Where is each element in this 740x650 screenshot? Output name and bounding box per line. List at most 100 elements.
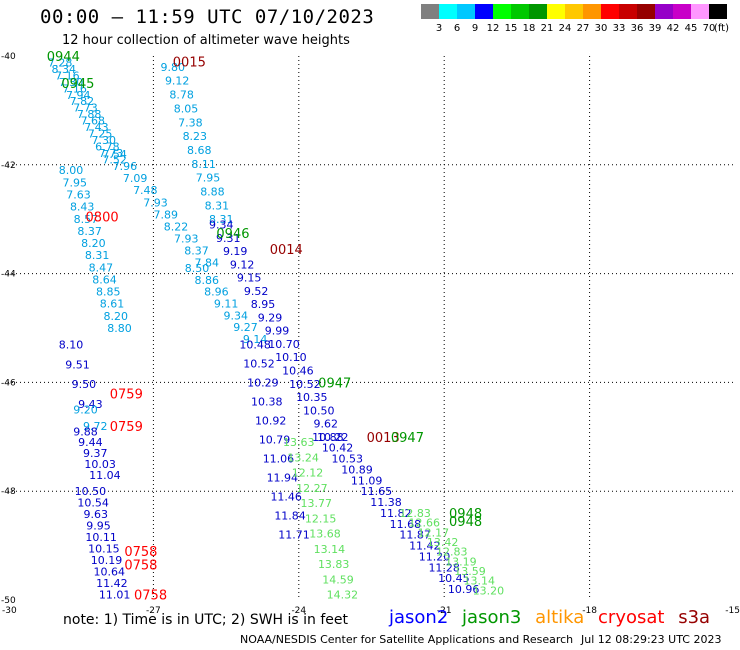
swh-label: 7.63 <box>66 189 91 202</box>
track-11: 13.63 13.24 12.12 12.27 13.77 12.15 13.68 13.14… <box>283 436 358 601</box>
swh-label: 12.15 <box>305 512 337 525</box>
colorbar-swatch-9 <box>583 4 601 19</box>
time-annotation-14: 0758 <box>124 559 157 574</box>
swh-label: 8.31 <box>209 213 234 226</box>
swh-label: 8.50 <box>185 262 210 275</box>
swh-label: 11.20 <box>419 550 451 563</box>
time-annotation-2: 0015 <box>173 55 206 70</box>
colorbar-tick-1: 6 <box>454 23 460 34</box>
swh-label: 8.68 <box>187 144 212 157</box>
colorbar-swatch-7 <box>547 4 565 19</box>
swh-label: 11.94 <box>267 472 299 485</box>
swh-label: 11.68 <box>390 518 422 531</box>
swh-label: 9.88 <box>73 425 98 438</box>
swh-label: 9.99 <box>265 325 290 338</box>
swh-label: 13.14 <box>463 575 495 588</box>
colorbar-tick-10: 33 <box>613 23 626 34</box>
time-annotation-11: 0948 <box>449 507 482 522</box>
swh-label: 9.34 <box>209 219 234 232</box>
time-annotation-1: 0945 <box>61 77 94 92</box>
swh-label: 9.27 <box>233 321 258 334</box>
swh-label: 10.64 <box>93 566 125 579</box>
swh-label: 10.11 <box>85 531 117 544</box>
swh-label: 10.35 <box>296 391 328 404</box>
x-tick-label-4: -18 <box>582 606 597 616</box>
colorbar-tick-6: 21 <box>541 23 554 34</box>
swh-label: 7.54 <box>102 148 127 161</box>
swh-label: 7.28 <box>48 56 73 69</box>
swh-label: 13.42 <box>427 536 459 549</box>
swh-label: 8.10 <box>59 338 84 351</box>
colorbar-swatch-10 <box>601 4 619 19</box>
chart-axes: -40 -42 -44 -46 -48 -50-30 -27 -24 -21 -18 -15 <box>1 52 740 616</box>
swh-label: 7.93 <box>174 233 199 246</box>
colorbar-swatch-1 <box>439 4 457 19</box>
y-tick-label-5: -50 <box>1 596 16 606</box>
colorbar-tick-13: 42 <box>667 23 680 34</box>
swh-label: 7.84 <box>194 257 219 270</box>
swh-label: 10.48 <box>239 338 271 351</box>
swh-label: 11.71 <box>278 529 310 542</box>
swh-label: 10.45 <box>438 572 470 585</box>
colorbar-unit: (ft) <box>714 23 729 34</box>
swh-label: 10.50 <box>75 485 107 498</box>
swh-label: 11.09 <box>351 474 383 487</box>
y-tick-label-3: -46 <box>1 378 16 388</box>
swh-label: 8.22 <box>164 220 189 233</box>
swh-label: 11.01 <box>99 589 131 602</box>
swh-label: 11.38 <box>370 496 402 509</box>
swh-label: 8.57 <box>74 213 99 226</box>
colorbar-tick-8: 27 <box>577 23 590 34</box>
swh-label: 11.46 <box>270 491 302 504</box>
swh-label: 12.27 <box>296 482 328 495</box>
swh-label: 11.84 <box>274 510 306 523</box>
swh-label: 9.95 <box>86 520 111 533</box>
swh-label: 7.73 <box>99 147 124 160</box>
footer-credit: NOAA/NESDIS Center for Satellite Applica… <box>240 633 574 646</box>
colorbar-swatch-11 <box>619 4 637 19</box>
colorbar-swatch-13 <box>655 4 673 19</box>
y-tick-label-2: -44 <box>1 270 16 280</box>
track-1: 8.007.957.638.438.578.378.208.318.478.64… <box>59 164 132 335</box>
colorbar-swatch-4 <box>493 4 511 19</box>
time-annotation-3: 0800 <box>86 210 119 225</box>
swh-label: 8.64 <box>92 273 117 286</box>
swh-label: 10.19 <box>91 554 123 567</box>
track-6: 7.547.967.097.487.937.898.227.938.377.84 <box>102 148 219 270</box>
time-annotation-5: 0014 <box>270 243 303 258</box>
track-2: 8.10 9.51 9.50 9.43 <box>59 338 103 411</box>
swh-label: 8.95 <box>251 298 276 311</box>
swh-label: 10.54 <box>77 497 109 510</box>
swh-label: 8.61 <box>100 298 125 311</box>
swh-label: 13.59 <box>454 565 486 578</box>
swh-label: 7.89 <box>154 208 179 221</box>
colorbar-swatch-16 <box>709 4 727 19</box>
x-tick-label-2: -24 <box>291 606 306 616</box>
track-10: 10.48 10.52 10.29 10.38 10.92 10.79 11.06 11.94… <box>239 338 309 541</box>
swh-label: 13.83 <box>318 558 350 571</box>
x-tick-label-0: -30 <box>2 606 17 616</box>
colorbar-legend: 3 6 9 12 15 18 21 24 27 30 33 36 39 42 45 70(ft) <box>421 4 729 34</box>
swh-label: 13.77 <box>300 497 332 510</box>
swh-label: 12.83 <box>436 546 468 559</box>
swh-label: 7.52 <box>102 153 127 166</box>
time-annotation-12: 0948 <box>449 515 482 530</box>
swh-label: 9.37 <box>83 447 108 460</box>
swh-label: 7.48 <box>133 184 158 197</box>
swh-label: 12.17 <box>418 526 450 539</box>
time-annotation-8: 0759 <box>110 420 143 435</box>
swh-label: 10.03 <box>84 458 116 471</box>
swh-label: 7.43 <box>84 121 109 134</box>
swh-label: 10.46 <box>282 365 314 378</box>
swh-label: 10.52 <box>289 378 321 391</box>
swh-label: 10.10 <box>275 351 307 364</box>
swh-label: 10.96 <box>448 583 480 596</box>
track-12: 10.8810.4210.5310.8911.0911.6511.3811.82… <box>312 431 479 596</box>
swh-label: 7.16 <box>62 82 87 95</box>
mission-s3a: s3a <box>678 607 711 628</box>
swh-label: 10.52 <box>243 357 275 370</box>
swh-label: 9.12 <box>165 75 190 88</box>
swh-label: 8.80 <box>107 322 132 335</box>
swh-label: 10.22 <box>317 431 349 444</box>
